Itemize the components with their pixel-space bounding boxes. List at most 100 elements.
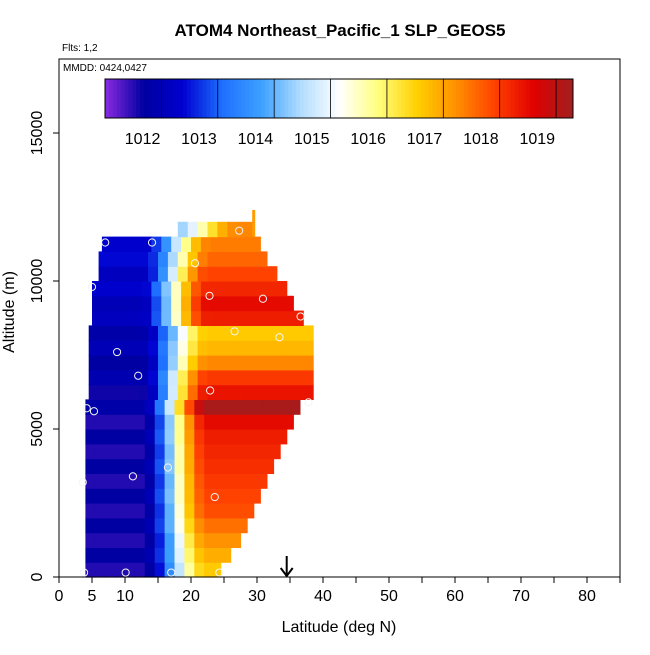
colorbar-tick-label: 1014 <box>238 131 274 148</box>
heatmap-cell <box>207 266 218 282</box>
heatmap-cell <box>151 236 162 252</box>
colorbar-cell <box>319 79 324 118</box>
heatmap-cell <box>253 429 265 445</box>
colorbar-cell <box>491 79 496 118</box>
colorbar-cell <box>456 79 461 118</box>
heatmap-cell <box>187 325 199 341</box>
heatmap-cell <box>154 488 166 504</box>
heatmap-cell <box>224 399 235 415</box>
heatmap-cell <box>95 473 106 489</box>
heatmap-cell <box>144 488 156 504</box>
heatmap-cell <box>194 562 205 578</box>
heatmap-cell <box>306 325 314 341</box>
heatmap-cell <box>95 547 106 563</box>
heatmap-cell <box>125 399 136 415</box>
heatmap-cell <box>293 399 301 415</box>
heatmap-cell <box>108 251 119 267</box>
heatmap-cell <box>177 221 189 238</box>
heatmap-cell <box>108 266 119 282</box>
colorbar-cell <box>222 79 227 118</box>
heatmap-cell <box>108 384 119 400</box>
heatmap-cell <box>224 473 235 489</box>
colorbar-cell <box>479 79 484 118</box>
heatmap-cell <box>184 503 195 519</box>
colorbar-cell <box>358 79 363 118</box>
heatmap-cell <box>257 355 268 371</box>
x-tick-label: 30 <box>248 588 266 605</box>
heatmap-cell <box>243 503 255 519</box>
flight-point <box>206 386 215 395</box>
heatmap-cell <box>151 310 162 326</box>
heatmap-cell <box>184 562 195 578</box>
colorbar-cell <box>237 79 242 118</box>
heatmap-cell <box>217 325 228 341</box>
heatmap-cell <box>125 429 136 445</box>
heatmap-cell <box>184 399 195 415</box>
y-tick-label: 15000 <box>29 111 46 156</box>
heatmap-cell <box>306 369 314 386</box>
heatmap-cell <box>161 281 172 297</box>
chart-title: ATOM4 Northeast_Pacific_1 SLP_GEOS5 <box>175 21 506 40</box>
heatmap-cell <box>171 236 182 252</box>
colorbar-cell <box>186 79 192 118</box>
heatmap-cell <box>224 488 235 504</box>
colorbar-cell <box>249 79 254 118</box>
heatmap-cell <box>217 355 228 371</box>
heatmap-cell <box>214 443 225 460</box>
heatmap-cell <box>158 340 169 356</box>
heatmap-cell <box>184 517 195 534</box>
heatmap-cell <box>118 251 129 267</box>
heatmap-cell <box>257 340 268 356</box>
heatmap-cell <box>121 281 133 297</box>
flight-point <box>163 463 172 472</box>
heatmap-cell <box>184 429 195 445</box>
heatmap-cell <box>273 429 284 445</box>
heatmap-cell <box>200 236 212 252</box>
heatmap-cell <box>128 369 139 386</box>
heatmap-cell <box>227 221 238 238</box>
heatmap-cell <box>85 458 96 474</box>
heatmap-cell <box>167 340 179 356</box>
heatmap-cell <box>174 562 185 578</box>
heatmap-cell <box>95 443 106 460</box>
heatmap-cell <box>207 355 218 371</box>
heatmap-cell <box>85 547 96 563</box>
colorbar-cell <box>432 79 437 118</box>
heatmap-cell <box>273 399 284 415</box>
heatmap-cell <box>177 340 189 356</box>
heatmap-cell <box>224 443 235 460</box>
heatmap-cell <box>141 310 152 326</box>
heatmap-cell <box>154 532 166 548</box>
heatmap-cell <box>151 281 162 297</box>
heatmap-cell <box>227 369 238 386</box>
heatmap-cell <box>115 503 126 519</box>
heatmap-cell <box>148 384 159 400</box>
x-axis: 0 5 10 20 30 40 50 60 70 80 <box>55 577 621 605</box>
colorbar-cell <box>420 79 426 118</box>
heatmap-cell <box>227 340 238 356</box>
heatmap-cell <box>247 369 258 386</box>
colorbar-cell <box>190 79 196 118</box>
heatmap-cell <box>125 562 136 578</box>
heatmap-cell <box>194 517 205 534</box>
heatmap-cell <box>276 369 288 386</box>
heatmap-cell <box>134 429 146 445</box>
heatmap-cell <box>144 473 156 489</box>
heatmap-cell <box>134 414 146 430</box>
heatmap-cell <box>105 399 116 415</box>
heatmap-cell <box>105 458 116 474</box>
colorbar-cell <box>526 79 531 118</box>
colorbar-cell <box>315 79 320 118</box>
heatmap-cell <box>125 517 136 534</box>
heatmap-cell <box>105 473 116 489</box>
heatmap-cell <box>233 517 245 534</box>
heatmap-cell <box>276 384 288 400</box>
heatmap-cell <box>286 384 298 400</box>
heatmap-cell <box>134 488 146 504</box>
colorbar-cell <box>280 79 285 118</box>
heatmap-cell <box>197 355 209 371</box>
heatmap-cell <box>131 295 143 312</box>
heatmap-cell <box>286 355 298 371</box>
heatmap-cell <box>233 458 245 474</box>
flight-point <box>89 407 99 416</box>
